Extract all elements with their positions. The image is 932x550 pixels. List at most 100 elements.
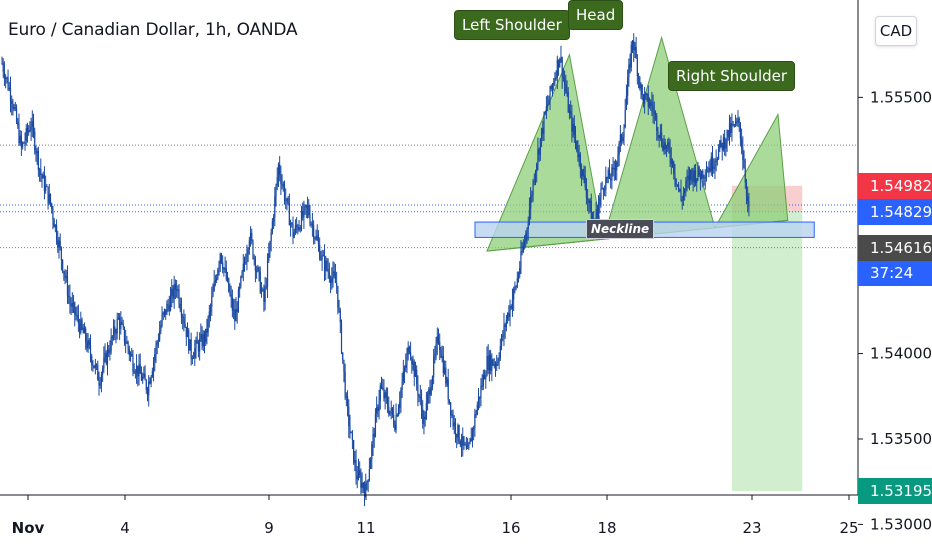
candle-body — [53, 219, 55, 228]
candle-body — [671, 161, 674, 165]
candle-body — [26, 128, 29, 133]
candle-body — [214, 280, 216, 282]
candle-body — [94, 364, 96, 368]
candle-body — [201, 334, 203, 347]
candle-body — [140, 373, 143, 381]
candle-body — [229, 291, 231, 295]
candle-body — [377, 407, 379, 411]
candle-body — [45, 186, 47, 192]
candle-body — [329, 278, 332, 283]
candle-body — [31, 121, 33, 127]
candle-body — [708, 167, 710, 172]
candle-body — [260, 289, 263, 293]
position-zones — [731, 185, 803, 492]
candle-body — [482, 374, 484, 386]
candle-body — [281, 183, 283, 185]
candle-body — [149, 381, 151, 384]
candle-body — [413, 361, 415, 377]
candle-body — [28, 130, 30, 133]
candle-body — [300, 211, 303, 230]
horizontal-levels — [0, 144, 858, 249]
candle-body — [178, 289, 180, 304]
candle-body — [617, 155, 619, 162]
candle-body — [305, 205, 307, 208]
candle-body — [510, 306, 512, 309]
candle-body — [142, 376, 144, 381]
candle-body — [327, 268, 329, 272]
candle-body — [403, 368, 406, 372]
candle-body — [654, 112, 657, 116]
candle-body — [337, 285, 339, 308]
candle-body — [673, 161, 675, 175]
candle-body — [17, 122, 19, 125]
candle-body — [736, 121, 738, 123]
candle-body — [656, 115, 658, 131]
candle-body — [269, 241, 271, 254]
candle-body — [628, 64, 630, 78]
candle-body — [474, 414, 476, 428]
head-label[interactable]: Head — [568, 0, 624, 30]
candle-body — [445, 367, 447, 384]
candle-body — [661, 132, 663, 146]
candle-body — [726, 130, 728, 143]
candle-body — [705, 172, 708, 178]
candle-body — [87, 340, 89, 349]
left-shoulder-label[interactable]: Left Shoulder — [454, 10, 570, 40]
candle-body — [697, 166, 699, 179]
candle-body — [317, 240, 320, 245]
candle-body — [334, 275, 337, 283]
candle-body — [437, 336, 440, 342]
candle-body — [6, 77, 8, 79]
candle-body — [458, 425, 460, 442]
candle-body — [1, 63, 3, 65]
candle-body — [217, 269, 219, 279]
candle-body — [251, 232, 253, 241]
candle-body — [658, 135, 660, 138]
candle-body — [450, 402, 452, 416]
candle-body — [724, 137, 726, 149]
candle-body — [41, 174, 43, 179]
candle-body — [257, 267, 259, 271]
candle-body — [620, 134, 623, 141]
candle-body — [538, 149, 540, 155]
candle-body — [37, 150, 39, 170]
candle-body — [308, 205, 310, 216]
candle-body — [517, 274, 520, 279]
right-shoulder-label[interactable]: Right Shoulder — [668, 61, 796, 91]
candle-body — [46, 186, 48, 188]
neckline-label[interactable]: Neckline — [586, 219, 655, 239]
candle-body — [659, 132, 661, 138]
candle-body — [38, 168, 41, 170]
candle-body — [475, 414, 477, 416]
time-tick-label: 16 — [501, 519, 520, 537]
candle-body — [571, 113, 573, 132]
candle-body — [58, 241, 60, 248]
candle-body — [611, 167, 613, 181]
candle-body — [664, 142, 666, 150]
candle-body — [202, 334, 204, 347]
candle-body — [743, 160, 745, 168]
candle-body — [713, 167, 715, 169]
candle-body — [349, 426, 351, 432]
candle-body — [533, 181, 535, 183]
candle-body — [362, 482, 364, 489]
candle-body — [163, 309, 166, 313]
candle-body — [253, 257, 255, 259]
candle-body — [684, 189, 686, 194]
candle-body — [13, 107, 15, 110]
candle-body — [567, 92, 569, 113]
candle-body — [436, 336, 438, 344]
candle-body — [577, 150, 579, 158]
currency-button[interactable]: CAD — [875, 16, 917, 46]
candle-body — [258, 267, 260, 272]
candle-body — [669, 149, 671, 159]
candle-body — [544, 112, 546, 114]
candle-body — [172, 288, 174, 299]
candle-body — [507, 313, 509, 320]
candle-body — [446, 379, 448, 384]
candle-body — [519, 267, 521, 275]
candle-body — [108, 349, 110, 354]
candle-body — [383, 388, 385, 399]
candle-body — [276, 176, 278, 186]
